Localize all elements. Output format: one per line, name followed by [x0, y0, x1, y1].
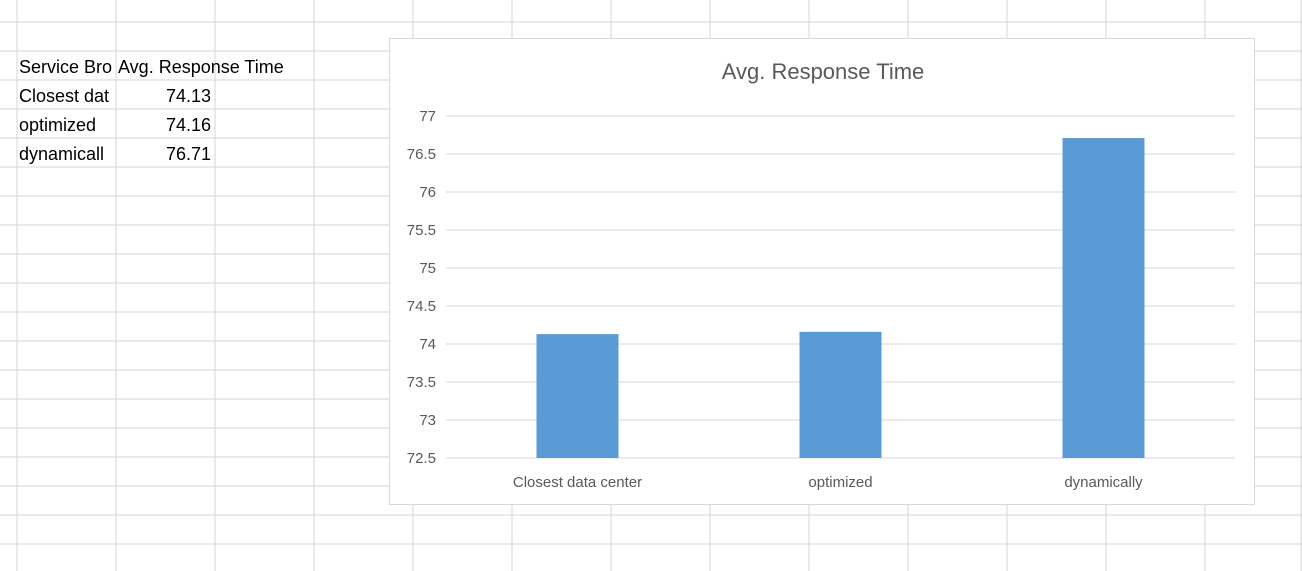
- bar-chart: Avg. Response Time 72.5 73 73.5 74 74.5 75 75.…: [407, 59, 1235, 491]
- row-value-cell[interactable]: 74.13: [165, 86, 211, 106]
- chart-frame[interactable]: Avg. Response Time 72.5 73 73.5 74 74.5 75 75.…: [389, 38, 1255, 505]
- x-tick-label: optimized: [808, 474, 872, 491]
- y-tick-label: 75.5: [407, 222, 436, 239]
- y-tick-label: 76: [419, 184, 436, 201]
- header-cell-service-broker[interactable]: Service Bro: [19, 57, 113, 77]
- x-tick-label: dynamically: [1064, 474, 1143, 491]
- y-tick-label: 77: [419, 108, 436, 125]
- bar[interactable]: [536, 334, 619, 458]
- row-label-cell[interactable]: dynamicall: [19, 144, 105, 164]
- y-tick-label: 73: [419, 412, 436, 429]
- bar[interactable]: [799, 331, 882, 458]
- y-tick-label: 76.5: [407, 146, 436, 163]
- bar[interactable]: [1062, 138, 1145, 458]
- y-tick-label: 74.5: [407, 298, 436, 315]
- row-label-cell[interactable]: Closest dat: [19, 86, 110, 106]
- header-cell-avg-response-time[interactable]: Avg. Response Time: [118, 57, 284, 77]
- row-label-cell[interactable]: optimized: [19, 115, 97, 135]
- row-value-cell[interactable]: 76.71: [165, 144, 211, 164]
- y-tick-label: 74: [419, 336, 436, 353]
- chart-title: Avg. Response Time: [722, 59, 925, 84]
- x-tick-label: Closest data center: [513, 474, 642, 491]
- y-tick-label: 72.5: [407, 450, 436, 467]
- y-tick-label: 75: [419, 260, 436, 277]
- y-tick-label: 73.5: [407, 374, 436, 391]
- row-value-cell[interactable]: 74.16: [165, 115, 211, 135]
